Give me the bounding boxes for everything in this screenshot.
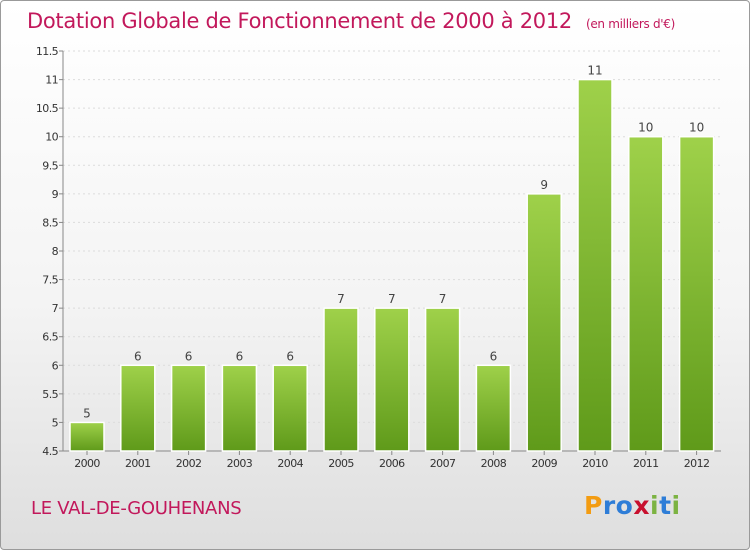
y-tick-label: 5 xyxy=(52,416,59,429)
y-tick-label: 11.5 xyxy=(36,45,59,58)
bar xyxy=(374,307,410,452)
data-label: 10 xyxy=(638,121,653,135)
bar xyxy=(577,78,613,452)
data-label: 9 xyxy=(540,178,548,192)
data-label: 6 xyxy=(236,349,244,363)
data-label: 5 xyxy=(83,406,91,420)
data-label: 6 xyxy=(490,349,498,363)
title-text: Dotation Globale de Fonctionnement de 20… xyxy=(27,9,572,33)
bar xyxy=(323,307,359,452)
y-tick-label: 9.5 xyxy=(42,159,58,172)
y-tick-label: 8 xyxy=(52,245,59,258)
unit-label: (en milliers d'€) xyxy=(585,17,675,31)
x-tick-label: 2010 xyxy=(582,457,608,470)
data-label: 6 xyxy=(286,349,294,363)
bar xyxy=(69,421,105,452)
x-tick-label: 2011 xyxy=(633,457,659,470)
y-tick-label: 8.5 xyxy=(42,216,58,229)
x-tick-label: 2001 xyxy=(125,457,151,470)
logo-letter: o xyxy=(615,491,634,520)
chart-title: Dotation Globale de Fonctionnement de 20… xyxy=(27,9,675,33)
y-tick-label: 10.5 xyxy=(36,102,59,115)
x-tick-label: 2007 xyxy=(430,457,456,470)
logo-letter: i xyxy=(650,491,660,520)
bar xyxy=(475,364,512,452)
logo-letter: i xyxy=(671,491,681,520)
x-tick-label: 2000 xyxy=(74,457,100,470)
data-label: 7 xyxy=(337,292,345,306)
bar xyxy=(272,364,308,452)
x-tick-label: 2004 xyxy=(277,457,303,470)
logo-letter: x xyxy=(633,491,650,520)
bar xyxy=(526,193,562,452)
x-tick-label: 2006 xyxy=(379,457,405,470)
data-label: 6 xyxy=(185,349,193,363)
bar xyxy=(120,364,156,452)
x-tick-label: 2008 xyxy=(481,457,507,470)
x-tick-label: 2003 xyxy=(227,457,253,470)
bar xyxy=(424,307,461,452)
y-tick-label: 6 xyxy=(52,359,59,372)
y-tick-label: 7.5 xyxy=(42,274,58,287)
logo-letter: t xyxy=(659,491,672,520)
bar xyxy=(678,135,715,452)
data-label: 11 xyxy=(587,64,602,78)
bar xyxy=(221,364,258,452)
y-tick-label: 6.5 xyxy=(42,331,58,344)
y-tick-label: 5.5 xyxy=(42,388,58,401)
commune-name: LE VAL-DE-GOUHENANS xyxy=(31,498,242,519)
y-tick-label: 10 xyxy=(45,131,58,144)
bar xyxy=(170,364,207,452)
logo-letter: r xyxy=(602,491,616,520)
logo-letter: P xyxy=(584,491,603,520)
x-tick-label: 2009 xyxy=(531,457,557,470)
proxiti-logo: Proxiti xyxy=(584,491,681,520)
y-tick-label: 7 xyxy=(52,302,59,315)
x-tick-label: 2012 xyxy=(684,457,710,470)
y-tick-label: 9 xyxy=(52,188,59,201)
bar xyxy=(628,135,664,452)
data-label: 7 xyxy=(439,292,447,306)
x-tick-label: 2005 xyxy=(328,457,354,470)
y-tick-label: 4.5 xyxy=(42,445,58,458)
data-label: 7 xyxy=(388,292,396,306)
x-tick-label: 2002 xyxy=(176,457,202,470)
data-label: 10 xyxy=(689,121,704,135)
data-label: 6 xyxy=(134,349,142,363)
y-tick-label: 11 xyxy=(45,74,58,87)
